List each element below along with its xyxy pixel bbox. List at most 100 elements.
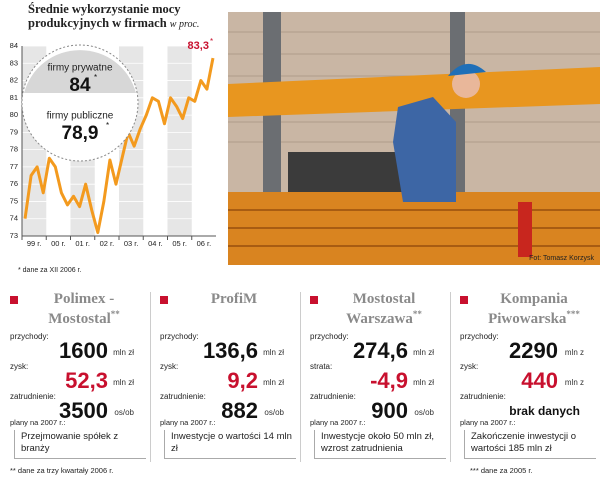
metric-value: 52,3: [65, 368, 108, 393]
y-tick-label: 76: [10, 179, 18, 188]
metric-row: zatrudnienie: 882 os/ob: [160, 392, 300, 423]
metric-unit: mln z: [564, 378, 584, 387]
marker: [10, 296, 18, 304]
plans-label: plany na 2007 r.:: [460, 418, 516, 427]
y-tick-label: 82: [10, 76, 18, 85]
metric-row: zysk: 52,3 mln zł: [10, 362, 150, 393]
y-tick-label: 75: [10, 196, 18, 205]
metric-row: przychody: 274,6 mln zł: [310, 332, 450, 363]
metric-label: zatrudnienie:: [10, 392, 56, 401]
company-note: **: [412, 309, 422, 319]
chart-subtitle: w proc.: [169, 19, 200, 30]
y-tick-label: 81: [10, 93, 18, 102]
y-tick-label: 77: [10, 162, 18, 171]
line: [23, 57, 215, 235]
company-name: Kompania Piwowarska: [488, 291, 568, 327]
metric-unit: os/ob: [264, 408, 284, 417]
metric-unit: os/ob: [114, 408, 134, 417]
metric-value: 882: [221, 398, 258, 423]
metric-label: zysk:: [10, 362, 29, 371]
metric-label: przychody:: [460, 332, 499, 341]
metric-row: zysk: 9,2 mln zł: [160, 362, 300, 393]
metric-label: zatrudnienie:: [160, 392, 206, 401]
plans: Zakończenie inwestycji o wartości 185 ml…: [464, 430, 596, 459]
plans-label: plany na 2007 r.:: [310, 418, 366, 427]
plans-label: plany na 2007 r.:: [10, 418, 66, 427]
company-name-block: ProfiM: [170, 292, 298, 307]
x-tick-label: 04 r.: [148, 239, 163, 248]
x-tick-label: 06 r.: [197, 239, 212, 248]
metric-label: przychody:: [310, 332, 349, 341]
metric-row: przychody: 136,6 mln zł: [160, 332, 300, 363]
callout-mark: *: [94, 73, 97, 82]
metric-unit: mln zł: [413, 378, 434, 387]
company-name: Mostostal Warszawa: [346, 291, 416, 327]
y-tick-label: 80: [10, 110, 18, 119]
metric-label: zysk:: [460, 362, 479, 371]
company-note: ***: [566, 309, 580, 319]
metric-row: zatrudnienie: 900 os/ob: [310, 392, 450, 423]
callout-value: 78,9: [62, 123, 99, 144]
plans: Przejmowanie spółek z branży: [14, 430, 146, 459]
metric-value: 3500: [59, 398, 108, 423]
footnote: *** dane za 2005 r.: [470, 466, 533, 475]
chart: 99 r. 00 r. 01 r. 02 r. 03 r. 04 r. 05 r. 06 r.…: [10, 37, 216, 274]
company-box: ProfiM przychody: 136,6 mln zł zysk: 9,2 mln z…: [160, 292, 301, 462]
metric-row: zatrudnienie: 3500 os/ob: [10, 392, 150, 423]
footnote: ** dane za trzy kwartały 2006 r.: [10, 466, 114, 475]
helmet: [448, 63, 486, 76]
beam: [228, 67, 600, 117]
lumber-lines: [228, 209, 600, 247]
callout-label: firmy publiczne: [47, 111, 114, 122]
value-label: 83,3: [188, 40, 209, 52]
metric-value: 900: [371, 398, 408, 423]
callout-label: firmy prywatne: [47, 63, 112, 74]
footnote-mark: *: [210, 37, 213, 46]
metric-label: strata:: [310, 362, 333, 371]
callout-mark: *: [106, 121, 109, 130]
chart-footnote: * dane za XII 2006 r.: [18, 267, 81, 274]
metric-label: zatrudnienie:: [460, 392, 506, 401]
metric-value: 1600: [59, 338, 108, 363]
worker: [393, 97, 456, 202]
metric-value: 440: [521, 368, 558, 393]
metric-unit: os/ob: [414, 408, 434, 417]
metric-unit: mln zł: [113, 348, 134, 357]
plans: Inwestycje około 50 mln zł, wzrost zatru…: [314, 430, 446, 459]
metric-label: przychody:: [160, 332, 199, 341]
metric-unit: mln z: [564, 348, 584, 357]
metric-unit: mln zł: [413, 348, 434, 357]
lumber-end: [518, 202, 532, 257]
company-box: Kompania Piwowarska*** przychody: 2290 mln …: [460, 292, 600, 462]
y-tick-label: 84: [10, 41, 18, 50]
metric-value: brak danych: [509, 404, 580, 418]
y-tick-label: 79: [10, 127, 18, 136]
metric-label: zysk:: [160, 362, 179, 371]
metric-label: przychody:: [10, 332, 49, 341]
company-name-block: Mostostal Warszawa**: [320, 292, 448, 327]
photo: Fot: Tomasz Korzysk: [228, 12, 600, 265]
company-name: Polimex - Mostostal: [48, 291, 115, 327]
metric-value: 274,6: [352, 338, 408, 363]
x-tick-label: 00 r.: [51, 239, 66, 248]
metric-row: strata: -4,9 mln zł: [310, 362, 450, 393]
metric-row: przychody: 1600 mln zł: [10, 332, 150, 363]
metric-value: 136,6: [202, 338, 258, 363]
year-band: [167, 46, 192, 236]
metric-row: zysk: 440 mln z: [460, 362, 600, 393]
y-tick-label: 78: [10, 145, 18, 154]
metric-label: zatrudnienie:: [310, 392, 356, 401]
company-name: ProfiM: [210, 291, 258, 307]
metric-unit: mln zł: [263, 378, 284, 387]
chart-title-block: Średnie wykorzystanie mocy produkcyjnych…: [28, 2, 228, 32]
metric-row: zatrudnienie: brak danych: [460, 392, 600, 422]
plans-label: plany na 2007 r.:: [160, 418, 216, 427]
company-box: Polimex - Mostostal** przychody: 1600 mln z…: [10, 292, 151, 462]
company-name-block: Polimex - Mostostal**: [20, 292, 148, 327]
metric-value: 9,2: [227, 368, 258, 393]
x-tick-label: 01 r.: [75, 239, 90, 248]
x-tick-label: 02 r.: [100, 239, 115, 248]
metric-value: 2290: [509, 338, 558, 363]
metric-value: -4,9: [370, 368, 408, 393]
